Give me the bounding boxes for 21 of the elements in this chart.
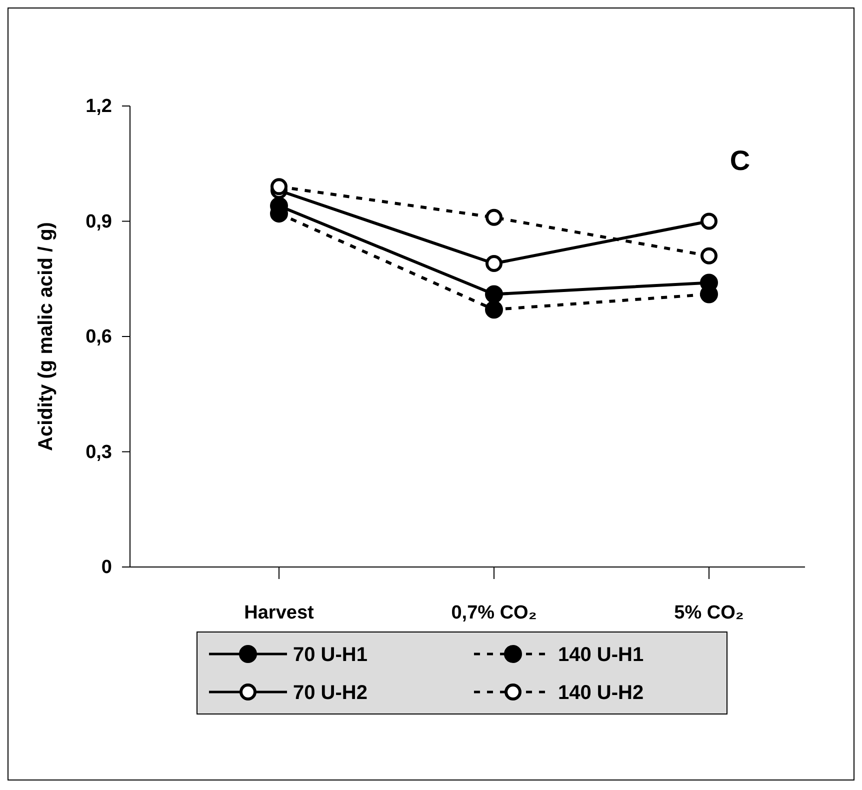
point: [486, 255, 502, 272]
y-tick-label: 0,6: [86, 326, 112, 348]
x-tick-label: Harvest: [244, 602, 315, 624]
point: [700, 212, 718, 230]
legend-label: 140 U-H2: [558, 682, 644, 704]
point: [700, 247, 718, 264]
x-tick-label: 0,7% CO₂: [451, 602, 537, 624]
point: [485, 285, 503, 304]
legend-label: 70 U-H1: [293, 644, 368, 666]
y-tick-label: 0,9: [86, 211, 112, 232]
legend-label: 70 U-H2: [293, 682, 368, 704]
y-tick-label: 0: [101, 557, 112, 578]
point: [270, 178, 288, 196]
text: C: [730, 145, 750, 176]
x-tick-label: 5% CO₂: [674, 602, 744, 624]
legend-label: 140 U-H1: [558, 644, 644, 666]
y-tick-label: 0,3: [86, 442, 112, 463]
y-tick-label: 1,2: [86, 96, 112, 118]
point: [485, 300, 503, 319]
y-axis-title: Acidity (g malic acid / g): [35, 222, 57, 451]
point: [486, 208, 502, 226]
